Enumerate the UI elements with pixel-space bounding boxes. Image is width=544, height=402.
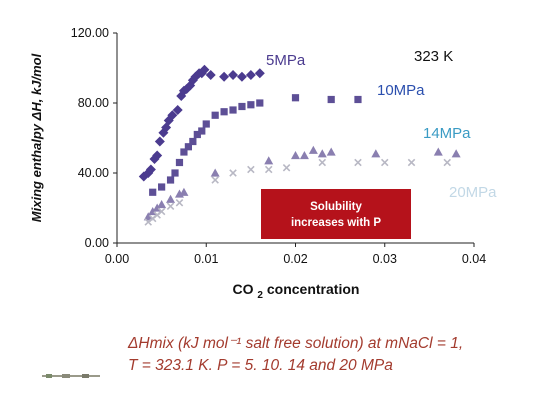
data-point xyxy=(247,101,255,109)
data-point xyxy=(229,169,237,177)
data-point xyxy=(317,149,327,158)
data-point xyxy=(198,127,206,135)
data-point xyxy=(157,207,166,216)
data-point xyxy=(171,169,179,177)
series-10mpa xyxy=(149,94,362,196)
data-point xyxy=(228,70,239,80)
x-tick-label: 0.02 xyxy=(283,252,307,266)
data-point xyxy=(318,158,327,167)
data-point xyxy=(327,95,335,104)
data-point xyxy=(143,212,153,221)
x-tick-label: 0.01 xyxy=(194,252,218,266)
data-point xyxy=(220,108,228,116)
data-point xyxy=(443,158,451,167)
data-point xyxy=(184,143,192,151)
caption-line-1: ΔHmix (kJ mol⁻¹ salt free solution) at m… xyxy=(128,335,464,352)
y-tick-label: 0.00 xyxy=(85,236,109,250)
data-point xyxy=(180,148,188,156)
data-point xyxy=(256,99,264,107)
data-point xyxy=(211,111,219,119)
series-label-14mpa: 14MPa xyxy=(423,125,471,142)
data-point xyxy=(205,70,216,80)
series-5mpa xyxy=(138,64,265,182)
annotation-line-1: Solubility xyxy=(310,201,362,213)
solubility-annotation-box xyxy=(261,189,411,239)
data-point xyxy=(158,183,166,191)
data-point xyxy=(179,187,189,196)
x-tick-label: 0.00 xyxy=(105,252,129,266)
series-20mpa xyxy=(144,158,451,226)
annotation-line-2: increases with P xyxy=(291,217,381,229)
data-point xyxy=(380,158,389,167)
y-tick-label: 120.00 xyxy=(71,26,109,40)
data-point xyxy=(282,163,291,172)
data-point xyxy=(291,151,300,160)
data-point xyxy=(451,149,461,158)
data-point xyxy=(199,64,210,75)
data-point xyxy=(152,150,163,161)
data-point xyxy=(236,71,247,82)
data-point xyxy=(354,95,362,104)
x-tick-label: 0.04 xyxy=(462,252,486,266)
data-point xyxy=(154,136,165,147)
data-point xyxy=(238,102,246,111)
data-point xyxy=(433,147,443,156)
y-tick-label: 80.00 xyxy=(78,96,109,110)
data-point xyxy=(264,156,274,165)
data-point xyxy=(219,71,230,82)
data-point xyxy=(189,137,197,146)
series-label-5mpa: 5MPa xyxy=(266,52,306,69)
data-point xyxy=(407,158,416,167)
data-point xyxy=(193,130,201,139)
data-point xyxy=(299,151,309,160)
data-point xyxy=(211,176,219,184)
data-point xyxy=(157,200,167,209)
data-point xyxy=(175,158,184,167)
data-point xyxy=(326,147,336,156)
caption-line-2: T = 323.1 K. P = 5. 10. 14 and 20 MPa xyxy=(128,357,393,374)
data-point xyxy=(247,165,255,174)
axis-ticks: 0.00 0.01 0.02 0.03 0.04 0.00 40.00 80.00 120.00 xyxy=(71,26,486,266)
data-point xyxy=(291,94,300,102)
data-point xyxy=(167,110,178,121)
data-markers xyxy=(138,64,461,226)
data-point xyxy=(166,176,175,184)
y-axis-label: Mixing enthalpy ΔH, kJ/mol xyxy=(29,53,44,222)
data-point xyxy=(245,70,256,80)
data-point xyxy=(145,164,156,175)
x-tick-label: 0.03 xyxy=(373,252,397,266)
x-axis-label-subscript: 2 xyxy=(257,290,263,301)
x-axis-label-rest: concentration xyxy=(263,281,359,297)
enthalpy-chart: 0.00 0.01 0.02 0.03 0.04 0.00 40.00 80.00 120.00… xyxy=(29,26,497,301)
data-point xyxy=(202,120,210,128)
data-point xyxy=(166,202,175,211)
data-point xyxy=(166,194,176,203)
series-label-10mpa: 10MPa xyxy=(377,82,425,99)
data-point xyxy=(172,105,183,115)
series-label-20mpa: 20MPa xyxy=(449,184,497,201)
x-axis-label: CO 2 concentration xyxy=(233,281,360,301)
data-point xyxy=(175,198,184,207)
data-point xyxy=(264,165,273,174)
data-point xyxy=(254,68,265,79)
data-point xyxy=(149,188,157,196)
data-point xyxy=(308,145,318,154)
x-axis-label-text: CO xyxy=(233,281,254,297)
y-tick-label: 40.00 xyxy=(78,166,109,180)
series-14mpa xyxy=(143,145,461,221)
temperature-label: 323 K xyxy=(414,48,453,65)
figure-caption: ΔHmix (kJ mol⁻¹ salt free solution) at m… xyxy=(128,333,538,377)
data-point xyxy=(354,158,362,167)
thumbnail-strip xyxy=(42,374,100,378)
data-point xyxy=(210,168,220,177)
data-point xyxy=(229,106,237,114)
data-point xyxy=(371,149,381,158)
